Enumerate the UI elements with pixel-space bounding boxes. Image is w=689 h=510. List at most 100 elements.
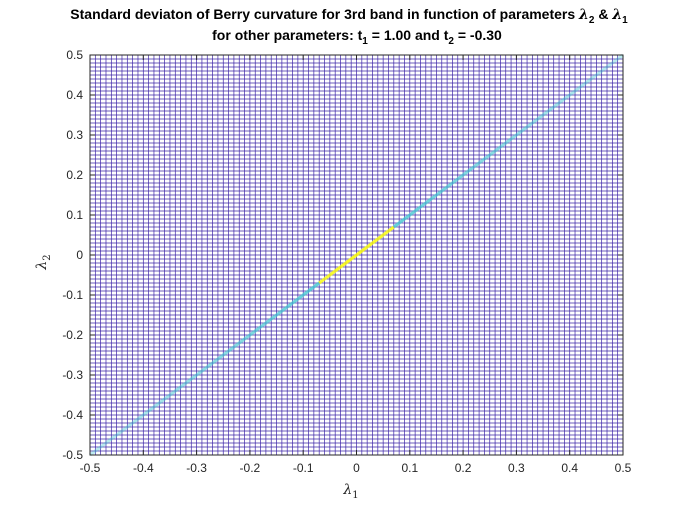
x-tick-label: -0.1: [293, 461, 314, 475]
ridge-segment: [360, 245, 369, 253]
ridge-segment: [488, 149, 497, 157]
y-tick-label: -0.5: [62, 448, 83, 462]
ridge-segment: [131, 417, 139, 425]
y-tick-label: 0: [76, 248, 83, 262]
ridge-segment: [216, 353, 225, 361]
ridge-segment: [227, 345, 235, 353]
subtitle-text-2: = 1.00 and t: [368, 27, 449, 43]
mesh-grid: [89, 54, 624, 456]
ridge-segment: [232, 341, 241, 349]
x-tick-label: 0.2: [455, 461, 472, 475]
x-tick-label: 0.5: [615, 461, 632, 475]
x-axis: -0.5 -0.4 -0.3 -0.2 -0.1 0 0.1 0.2 0.3 0.4 0.5: [80, 55, 632, 475]
ridge-segment: [344, 257, 353, 265]
ridge-segment: [414, 205, 422, 213]
ridge-segment: [392, 221, 401, 229]
ridge-segment: [286, 301, 294, 309]
ridge-segment: [126, 421, 134, 429]
y-tick-label: 0.1: [66, 208, 83, 222]
ridge-segment: [302, 289, 310, 297]
ridge-segment: [137, 413, 145, 421]
x-axis-label-symbol: λ: [342, 482, 352, 498]
ridge-segment: [542, 109, 550, 117]
ridge-segment: [142, 409, 150, 417]
subtitle-t2-sub: 2: [448, 36, 454, 47]
subtitle-t1-sub: 1: [362, 36, 368, 47]
title-lambda-a: λ: [578, 7, 589, 23]
ridge-segment: [270, 313, 278, 321]
ridge-segment: [94, 445, 102, 453]
ridge-segment: [558, 97, 566, 105]
ridge-segment: [382, 229, 390, 237]
ridge-segment: [328, 269, 337, 277]
ridge-segment: [184, 377, 193, 385]
ridge-segment: [419, 201, 427, 209]
y-tick-label: -0.1: [62, 288, 83, 302]
y-axis: -0.5 -0.4 -0.3 -0.2 -0.1 0 0.1 0.2 0.3 0.4 0.5: [62, 48, 623, 462]
x-tick-label: -0.4: [133, 461, 154, 475]
x-tick-label: -0.2: [240, 461, 261, 475]
ridge-segment: [504, 137, 513, 145]
ridge-segment: [446, 181, 454, 189]
ridge-segment: [611, 57, 619, 65]
y-tick-label: 0.2: [66, 168, 83, 182]
title-lambda-b: λ: [611, 7, 622, 23]
y-axis-label-sub: 2: [42, 254, 53, 260]
ridge-segment: [408, 209, 417, 217]
ridge-segment: [350, 253, 358, 261]
ridge-segment: [334, 265, 342, 273]
ridge-segment: [168, 389, 177, 397]
ridge-segment: [606, 61, 614, 69]
title-lambda-b-sub: 1: [622, 15, 628, 26]
ridge-segment: [440, 185, 449, 193]
x-tick-label: 0.1: [401, 461, 418, 475]
ridge-segment: [238, 337, 246, 345]
ridge-segment: [574, 85, 582, 93]
subtitle-text-3: = -0.30: [454, 27, 502, 43]
ridge-segment: [291, 297, 299, 305]
ridge-segment: [200, 365, 209, 373]
ridge-segment: [248, 329, 257, 337]
ridge-segment: [89, 449, 97, 457]
ridge-segment: [398, 217, 406, 225]
x-axis-label: λ1: [342, 482, 358, 501]
y-tick-label: 0.3: [66, 128, 83, 142]
ridge-segment: [190, 373, 198, 381]
ridge-segment: [307, 285, 315, 293]
y-tick-label: 0.4: [66, 88, 83, 102]
ridge-segment: [280, 305, 289, 313]
ridge-segment: [371, 237, 379, 245]
title-text-2: &: [594, 6, 612, 22]
ridge-segment: [430, 193, 438, 201]
plot-area: [89, 53, 624, 457]
ridge-segment: [510, 133, 518, 141]
ridge-series: [89, 53, 624, 457]
x-axis-label-sub: 1: [352, 490, 358, 501]
ridge-segment: [478, 157, 486, 165]
ridge-segment: [264, 317, 273, 325]
ridge-segment: [456, 173, 465, 181]
ridge-segment: [520, 125, 529, 133]
title-lambda-a-sub: 2: [589, 15, 595, 26]
ridge-segment: [600, 65, 608, 73]
ridge-segment: [526, 121, 534, 129]
ridge-segment: [243, 333, 251, 341]
ridge-segment: [179, 381, 187, 389]
ridge-segment: [376, 233, 385, 241]
ridge-segment: [211, 357, 219, 365]
subtitle-text-1: for other parameters: t: [212, 27, 362, 43]
ridge-segment: [163, 393, 171, 401]
y-tick-label: 0.5: [66, 48, 83, 62]
ridge-segment: [467, 165, 475, 173]
ridge-segment: [584, 77, 592, 85]
ridge-segment: [158, 397, 166, 405]
ridge-segment: [536, 113, 545, 121]
ridge-segment: [259, 321, 267, 329]
y-axis-label-symbol: λ: [34, 261, 50, 271]
ridge-segment: [563, 93, 571, 101]
ridge-segment: [318, 277, 326, 285]
ridge-segment: [174, 385, 182, 393]
ridge-segment: [483, 153, 491, 161]
ridge-segment: [206, 361, 214, 369]
